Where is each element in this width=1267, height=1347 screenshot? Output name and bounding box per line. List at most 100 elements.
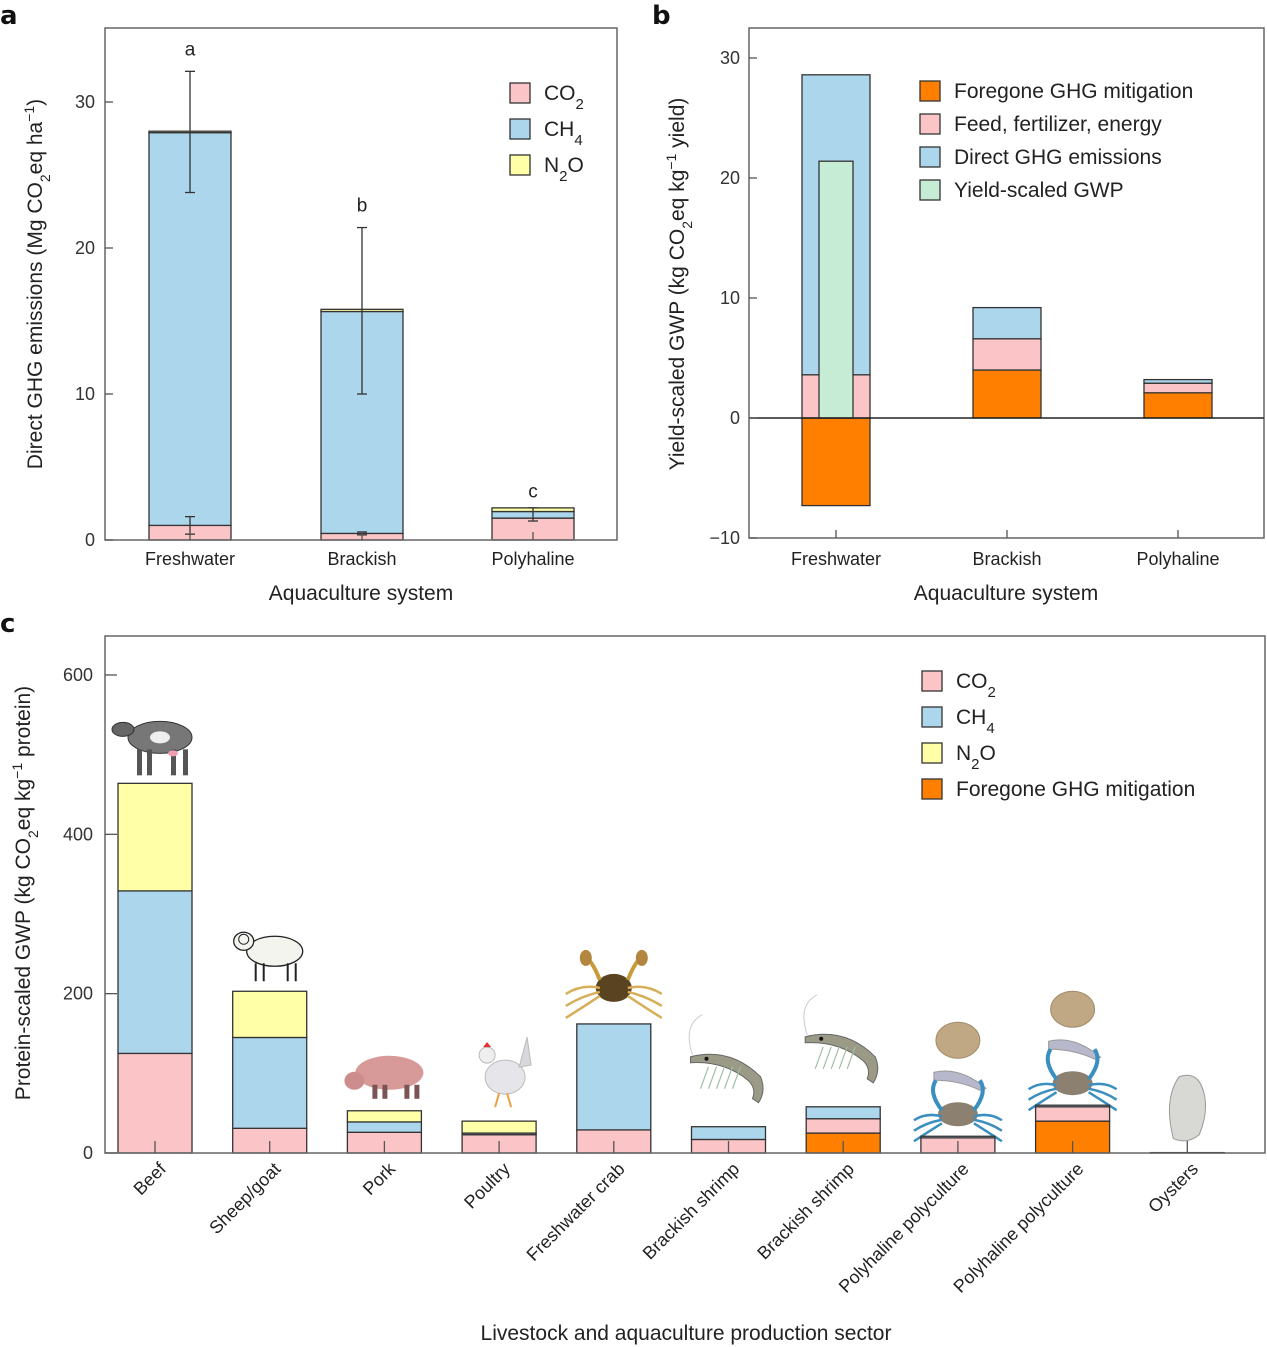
bar-segment-co2 [805,1118,881,1134]
bar-sheep-goat-1 [232,990,308,1154]
x-tick-label-brackish: Brackish [327,549,396,569]
bar-segment-ch4 [117,890,193,1055]
cow-leg [171,749,176,776]
legend-item-ch4: CH4 [509,118,583,149]
legend-label: Foregone GHG mitigation [954,80,1193,103]
legend-item-n2o: N2O [509,154,584,185]
blue-crab-leg [1027,1087,1057,1101]
legend-swatch [509,82,531,104]
shrimp-leg [846,1046,856,1069]
legend-swatch [921,670,943,692]
legend-swatch [919,113,941,135]
legend-label: Foregone GHG mitigation [956,778,1195,801]
panel-b-legend: Foregone GHG mitigation Feed, fertilizer,… [919,80,1193,202]
legend-label: CO2 [956,670,996,701]
blue-crab-leg [913,1122,943,1143]
blue-crab-claw [972,1079,985,1112]
shrimp-small [1048,1039,1102,1060]
shrimp-body [690,1053,764,1104]
chicken-body [484,1059,526,1095]
panel-c-x-ticks: Beef Sheep/goat Pork Poultry Freshwater crab… [130,1141,1202,1297]
bar-segment-foregone-ghg-mitigation [972,369,1042,419]
polyculture-icon [913,1021,1003,1143]
bar-segment-feed-fertilizer-energy [972,338,1042,371]
blue-crab-body [1052,1071,1093,1096]
bar-segment-co2 [117,1052,193,1154]
bar-segment-feed-fertilizer-energy [1143,382,1213,394]
bar-segment-n2o [117,782,193,892]
significance-letter-c: c [528,482,538,503]
panel-a-y-axis-title: Direct GHG emissions (Mg CO2eq ha−1) [21,99,53,469]
sheep-head [233,931,255,951]
sheep-body [246,935,304,967]
panel-b-x-axis-title: Aquaculture system [914,582,1098,605]
bar-segment-n2o [346,1110,423,1123]
panel-c-y-ticks: 0 200 400 600 [63,665,117,1163]
legend-item-ch4: CH4 [921,706,995,737]
chicken-head [478,1046,496,1064]
legend-label: CH4 [544,118,583,149]
panel-c-legend: CO2 CH4 N2O Foregone GHG mitigation [921,670,1195,801]
x-tick-label-polyhaline: Polyhaline [1136,549,1219,569]
bar-segment-ch4 [690,1126,767,1141]
legend-item-n2o: N2O [921,742,996,773]
bar-segment-ch4 [805,1106,881,1120]
bar-brackish [972,306,1042,419]
panel-b-y-axis-title: Yield-scaled GWP (kg CO2eq kg−1 yield) [663,98,695,471]
shrimp-small [933,1070,987,1091]
bar-segment-ch4 [576,1023,652,1131]
x-tick-label-poultry: Poultry [460,1159,514,1213]
legend-swatch [919,80,941,102]
panel-a-error-bars [185,70,538,536]
legend-item-co2: CO2 [509,82,584,113]
x-tick-label-sheep-goat: Sheep/goat [205,1159,284,1238]
legend-swatch [919,146,941,168]
crab-body [595,973,632,1002]
panel-c-letter: c [0,609,15,639]
bar-segment-co2 [1034,1106,1111,1122]
x-tick-label-brackish-shrimp: Brackish shrimp [753,1159,858,1264]
x-tick-label-brackish-shrimp: Brackish shrimp [639,1159,744,1264]
legend-item-feed-fertilizer-energy: Feed, fertilizer, energy [919,113,1162,136]
bar-segment-yield-scaled-gwp [818,160,854,419]
panel-c-frame [104,635,1266,1154]
shrimp-leg [699,1066,710,1089]
panel-a: a a b c 0 10 20 30 Freshwater Brackish Polyhali… [0,1,618,605]
bar-segment-n2o [461,1120,537,1134]
y-tick-label: 10 [720,288,740,308]
x-tick-label-freshwater-crab: Freshwater crab [523,1159,629,1265]
blue-crab-leg [1088,1087,1118,1101]
shrimp-eye [704,1056,709,1061]
legend-swatch [921,742,943,764]
legend-item-yield-scaled-gwp: Yield-scaled GWP [919,179,1124,202]
cow-patch [150,731,170,744]
significance-letter-a: a [185,39,196,60]
clam-shell [935,1021,981,1059]
crab-pincer [635,949,648,966]
bar-freshwater [148,130,232,541]
error-bar-freshwater [185,70,195,194]
cow-icon [111,720,193,776]
x-tick-label-brackish: Brackish [972,549,1041,569]
blue-crab-leg [913,1118,943,1132]
significance-letter-b: b [357,196,368,217]
legend-swatch [921,778,943,800]
x-tick-label-pork: Pork [359,1158,400,1199]
x-tick-label-polyhaline: Polyhaline [491,549,574,569]
crab-leg [565,994,601,1019]
y-tick-label: 600 [63,665,93,685]
panel-c-bars [117,782,1225,1154]
panel-a-letter: a [0,1,18,31]
x-tick-label-polyhaline-polyculture: Polyhaline polyculture [949,1159,1087,1297]
cow-leg [183,749,188,776]
blue-crab-leg [973,1122,1003,1143]
blue-crab-leg [973,1113,1003,1122]
legend-label: CO2 [544,82,584,113]
shrimp-leg [814,1046,824,1069]
panel-a-y-ticks: 0 10 20 30 [75,92,113,550]
shrimp-antenna [803,994,818,1035]
x-tick-label-oysters: Oysters [1144,1159,1202,1217]
legend-label: CH4 [956,706,995,737]
crab-leg [627,985,663,996]
crab-leg [627,990,663,1007]
